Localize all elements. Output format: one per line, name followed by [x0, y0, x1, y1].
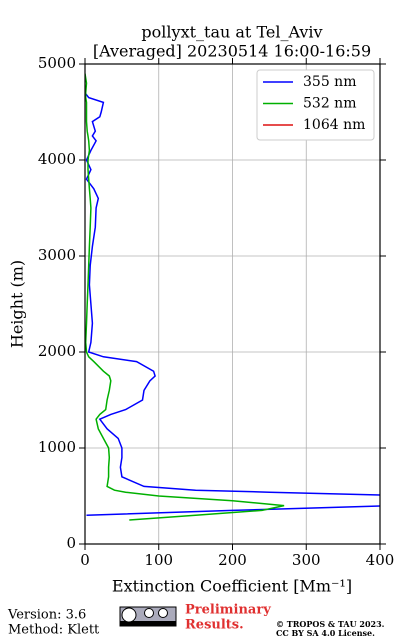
y-tick-label: 4000	[38, 150, 76, 168]
x-tick-label: 200	[218, 551, 247, 569]
x-tick-label: 100	[144, 551, 173, 569]
version: Version: 3.6	[7, 608, 86, 623]
legend-label: 355 nm	[303, 74, 356, 90]
y-axis-label: Height (m)	[8, 260, 27, 348]
x-tick-label: 300	[292, 551, 321, 569]
cc-logo	[119, 606, 177, 627]
copyright: CC BY SA 4.0 License.	[276, 628, 375, 638]
x-tick-label: 0	[80, 551, 90, 569]
method: Method: Klett	[8, 623, 100, 638]
preliminary: Results.	[185, 618, 244, 633]
legend-box	[256, 69, 375, 141]
legend-label: 532 nm	[303, 96, 356, 112]
x-axis-label: Extinction Coefficient [Mm⁻¹]	[112, 577, 352, 596]
chart-subtitle: [Averaged] 20230514 16:00-16:59	[93, 42, 371, 61]
footer: Version: 3.6 Method: Klett Preliminary R…	[7, 603, 385, 639]
legend: 355 nm 532 nm 1064 nm	[256, 69, 375, 141]
y-tick-label: 2000	[38, 342, 76, 360]
legend-label: 1064 nm	[303, 117, 365, 133]
profile-line	[85, 92, 380, 516]
x-tick-label: 400	[366, 551, 395, 569]
chart-title: pollyxt_tau at Tel_Aviv	[141, 23, 322, 42]
y-tick-label: 3000	[38, 246, 76, 264]
y-tick-label: 1000	[38, 438, 76, 456]
copyright: © TROPOS & TAU 2023.	[276, 619, 385, 629]
preliminary: Preliminary	[185, 603, 271, 618]
y-tick-label: 0	[66, 534, 76, 552]
plot-area	[85, 73, 380, 521]
profile-line	[85, 73, 285, 521]
y-tick-label: 5000	[38, 54, 76, 72]
